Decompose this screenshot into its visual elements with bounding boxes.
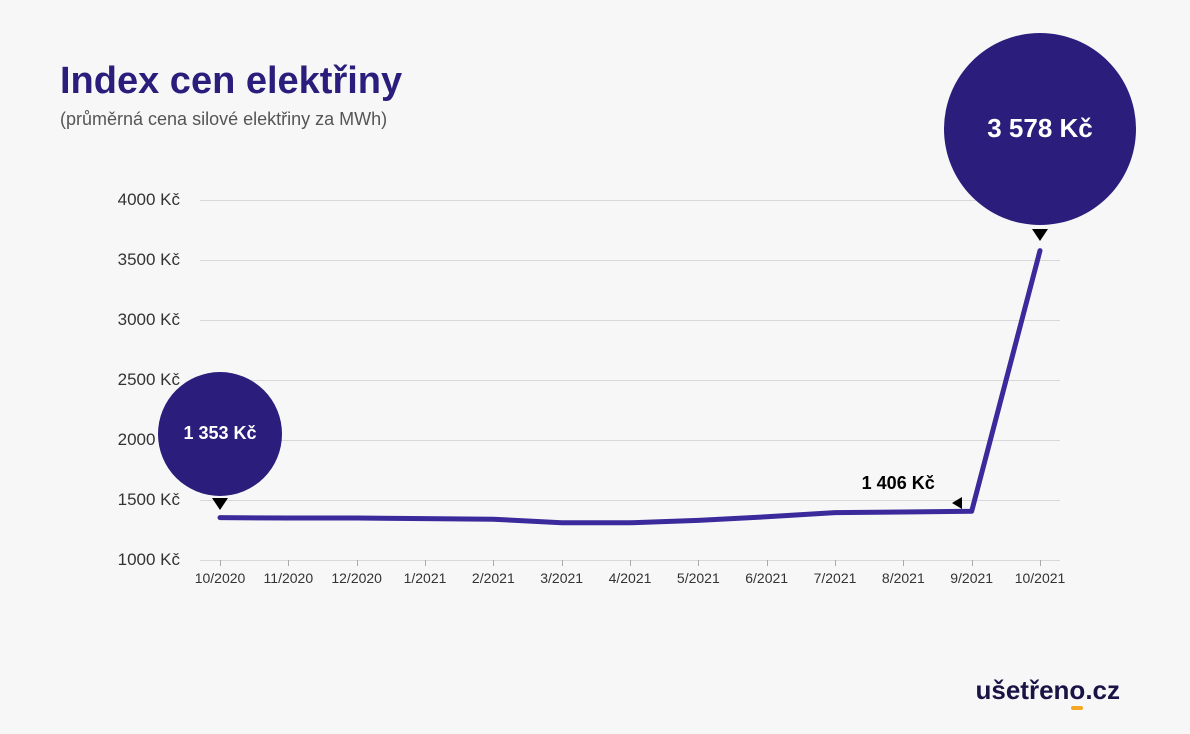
x-axis-label: 8/2021 <box>882 570 925 586</box>
plot-region: 1000 Kč1500 Kč2000 Kč2500 Kč3000 Kč3500 … <box>200 200 1060 560</box>
x-tick-mark <box>220 560 221 566</box>
x-tick-mark <box>972 560 973 566</box>
y-axis-label: 2500 Kč <box>80 370 190 390</box>
brand-logo: ušetřeno.cz <box>976 675 1121 706</box>
x-tick-mark <box>903 560 904 566</box>
x-axis-label: 7/2021 <box>814 570 857 586</box>
callout-pointer-end <box>1032 229 1048 241</box>
x-tick-mark <box>288 560 289 566</box>
logo-accent-o: o <box>1069 675 1085 706</box>
x-axis-label: 9/2021 <box>950 570 993 586</box>
chart-area: 1000 Kč1500 Kč2000 Kč2500 Kč3000 Kč3500 … <box>80 200 1080 600</box>
x-tick-mark <box>630 560 631 566</box>
x-axis-label: 12/2020 <box>331 570 382 586</box>
x-tick-mark <box>1040 560 1041 566</box>
logo-text-cz: .cz <box>1085 675 1120 705</box>
x-tick-mark <box>493 560 494 566</box>
y-axis-label: 1500 Kč <box>80 490 190 510</box>
line-svg <box>200 200 1060 560</box>
callout-bubble-end: 3 578 Kč <box>944 33 1136 225</box>
x-tick-mark <box>767 560 768 566</box>
x-axis-label: 10/2021 <box>1015 570 1066 586</box>
callout-text-mid: 1 406 Kč <box>862 473 935 494</box>
y-axis-label: 3500 Kč <box>80 250 190 270</box>
x-axis-label: 10/2020 <box>195 570 246 586</box>
x-axis-label: 3/2021 <box>540 570 583 586</box>
x-tick-mark <box>357 560 358 566</box>
y-axis-label: 3000 Kč <box>80 310 190 330</box>
x-axis-label: 4/2021 <box>609 570 652 586</box>
y-axis-label: 4000 Kč <box>80 190 190 210</box>
x-tick-mark <box>835 560 836 566</box>
logo-text: ušetřen <box>976 675 1070 705</box>
callout-bubble-start: 1 353 Kč <box>158 372 282 496</box>
x-tick-mark <box>562 560 563 566</box>
x-tick-mark <box>425 560 426 566</box>
callout-pointer-mid <box>952 497 962 509</box>
callout-pointer-start <box>212 498 228 510</box>
x-axis-label: 2/2021 <box>472 570 515 586</box>
chart-container: Index cen elektřiny (průměrná cena silov… <box>0 0 1190 734</box>
x-axis-label: 5/2021 <box>677 570 720 586</box>
x-axis-label: 1/2021 <box>404 570 447 586</box>
x-tick-mark <box>698 560 699 566</box>
x-axis-label: 11/2020 <box>264 570 314 586</box>
y-axis-label: 1000 Kč <box>80 550 190 570</box>
x-axis-label: 6/2021 <box>745 570 788 586</box>
